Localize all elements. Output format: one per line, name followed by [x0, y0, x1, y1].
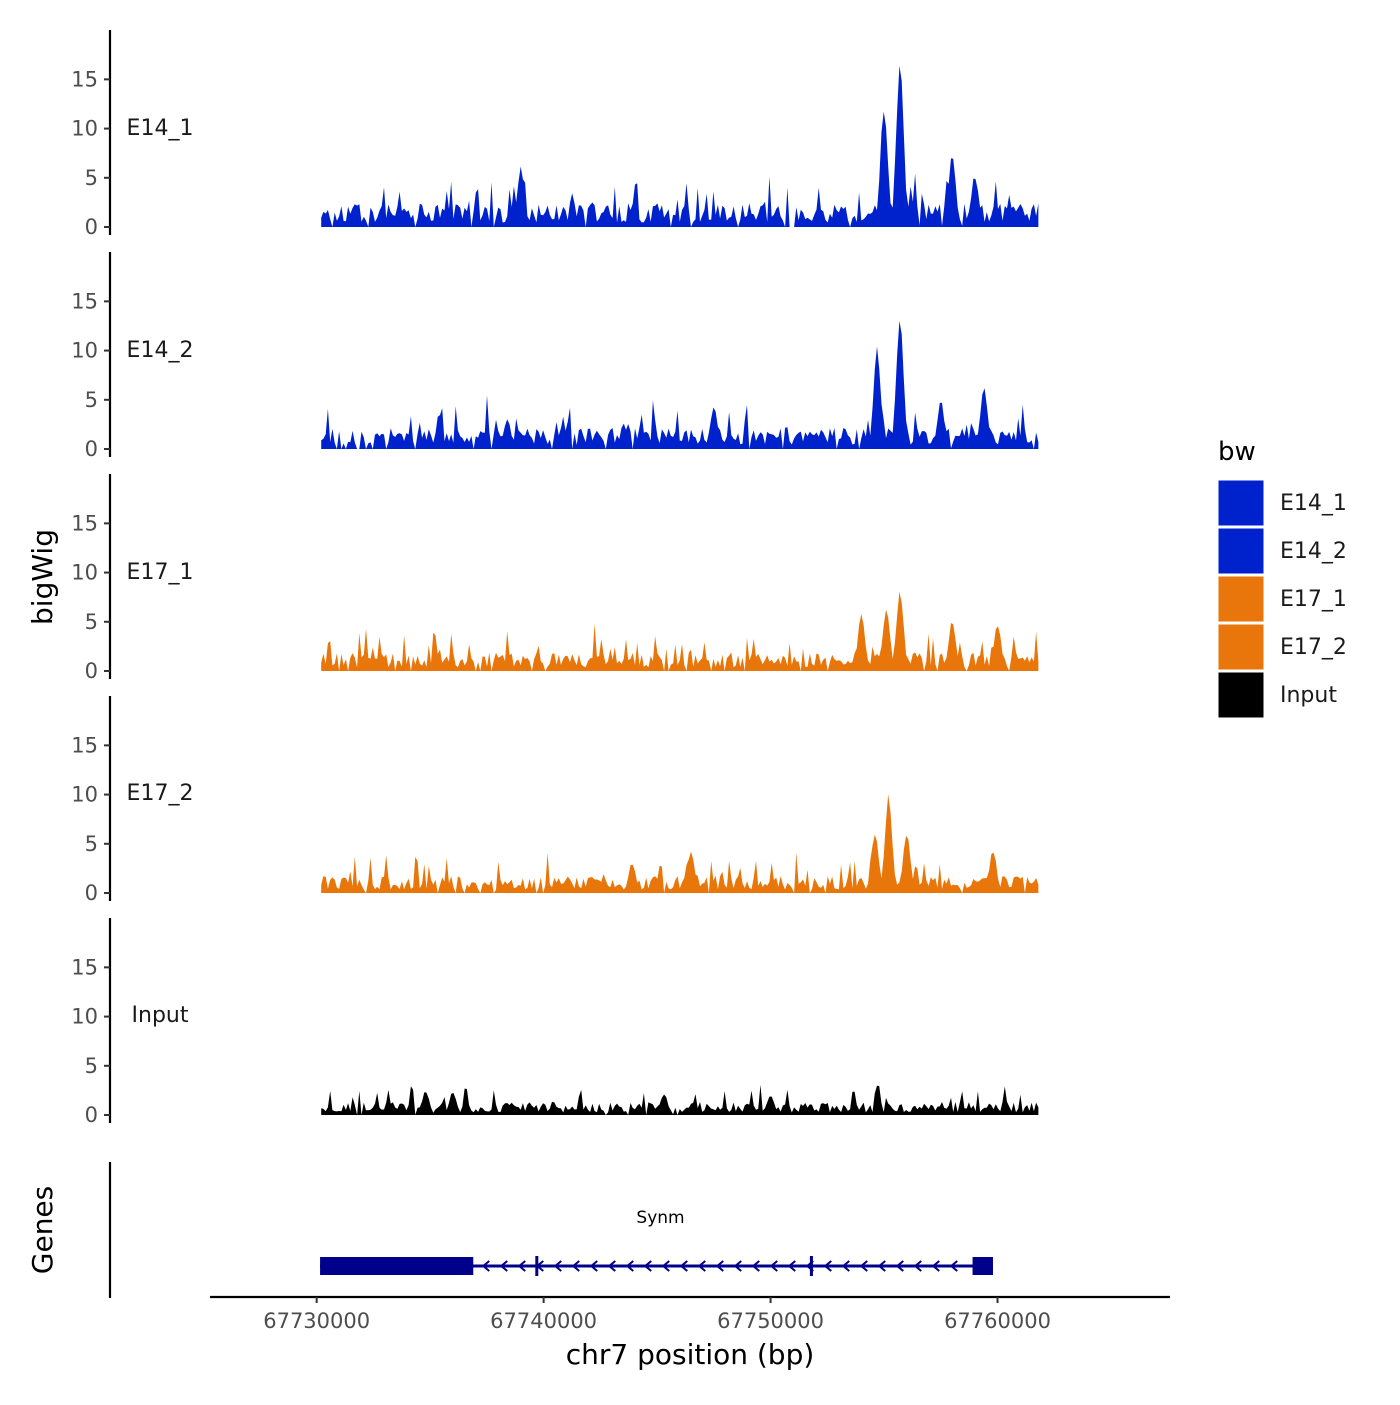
y-tick-label: 0 [85, 1103, 98, 1127]
gene-panel: Synm [108, 1162, 993, 1298]
x-tick-label: 67750000 [717, 1309, 824, 1333]
signal-area [321, 65, 1039, 227]
y-tick-label: 15 [71, 955, 98, 979]
y-tick-label: 5 [85, 1054, 98, 1078]
y-tick-label: 15 [71, 733, 98, 757]
legend-swatch [1217, 623, 1265, 671]
strand-arrow [787, 1260, 796, 1272]
strand-arrow [679, 1260, 688, 1272]
legend-label: Input [1280, 683, 1337, 708]
y-tick-label: 0 [85, 659, 98, 683]
legend-swatch [1217, 575, 1265, 623]
signal-area [321, 794, 1039, 893]
legend-label: E17_2 [1280, 635, 1347, 660]
strand-arrow [877, 1260, 886, 1272]
strand-arrow [715, 1260, 724, 1272]
y-tick-label: 0 [85, 437, 98, 461]
panel-e17-1: 0 5 10 15 E17_1 [71, 474, 1039, 683]
x-axis-title: chr7 position (bp) [566, 1338, 815, 1371]
y-axis-title: bigWig [26, 529, 59, 625]
y-tick-label: 5 [85, 832, 98, 856]
gene-label: Synm [636, 1208, 684, 1228]
legend-title: bw [1218, 437, 1256, 467]
strand-arrow [895, 1260, 904, 1272]
gene-synm: Synm [320, 1208, 993, 1276]
y-tick-label: 0 [85, 881, 98, 905]
y-tick-label: 15 [71, 67, 98, 91]
y-tick-label: 5 [85, 166, 98, 190]
y-tick-label: 10 [71, 1005, 98, 1029]
y-tick-label: 15 [71, 289, 98, 313]
legend-swatch [1217, 671, 1265, 719]
strand-arrow [499, 1260, 508, 1272]
panel-e14-1: 0 5 10 15 E14_1 [71, 30, 1039, 239]
x-tick-label: 67760000 [944, 1309, 1051, 1333]
panel-e17-2: 0 5 10 15 E17_2 [71, 696, 1039, 905]
y-tick-label: 5 [85, 610, 98, 634]
strand-arrow [589, 1260, 598, 1272]
y-tick-label: 10 [71, 117, 98, 141]
strand-arrow [841, 1260, 850, 1272]
genes-axis-title: Genes [26, 1186, 59, 1274]
strand-arrow [733, 1260, 742, 1272]
strand-arrow [823, 1260, 832, 1272]
panel-label: E14_1 [127, 116, 194, 141]
strand-arrow [931, 1260, 940, 1272]
strand-arrow [913, 1260, 922, 1272]
y-tick-label: 10 [71, 339, 98, 363]
strand-arrow [517, 1260, 526, 1272]
y-tick-label: 0 [85, 215, 98, 239]
strand-arrow [949, 1260, 958, 1272]
signal-area [321, 320, 1039, 449]
legend: bw E14_1 E14_2 E17_1 E17_2 Input [1217, 437, 1347, 719]
strand-arrow [607, 1260, 616, 1272]
strand-arrow [571, 1260, 580, 1272]
strand-arrow [625, 1260, 634, 1272]
strand-arrow [643, 1260, 652, 1272]
track-panels: 0 5 10 15 E14_1 0 5 10 15 E14_2 0 5 10 15 E17_1 0 5 10 15 E… [71, 30, 1039, 1127]
panel-label: E17_1 [127, 560, 194, 585]
signal-area [321, 591, 1039, 671]
y-tick-label: 10 [71, 783, 98, 807]
panel-label: E17_2 [127, 781, 194, 806]
x-tick-label: 67730000 [263, 1309, 370, 1333]
gene-exon [972, 1257, 993, 1275]
gene-exon [809, 1256, 813, 1276]
signal-area [321, 1084, 1039, 1115]
strand-arrow [661, 1260, 670, 1272]
y-tick-label: 10 [71, 561, 98, 585]
x-axis: 67730000 67740000 67750000 67760000 [210, 1295, 1170, 1333]
legend-label: E14_1 [1280, 491, 1347, 516]
panel-input: 0 5 10 15 Input [71, 918, 1039, 1127]
strand-arrow [859, 1260, 868, 1272]
x-tick-label: 67740000 [490, 1309, 597, 1333]
y-tick-label: 15 [71, 511, 98, 535]
panel-label: E14_2 [127, 338, 194, 363]
strand-arrow [751, 1260, 760, 1272]
strand-arrow [697, 1260, 706, 1272]
legend-label: E14_2 [1280, 539, 1347, 564]
legend-swatch [1217, 527, 1265, 575]
gene-exon [535, 1256, 539, 1276]
y-tick-label: 5 [85, 388, 98, 412]
strand-arrow [553, 1260, 562, 1272]
strand-arrow [769, 1260, 778, 1272]
strand-arrow [481, 1260, 490, 1272]
panel-label: Input [132, 1003, 189, 1028]
gene-exon [320, 1257, 474, 1275]
legend-swatch [1217, 479, 1265, 527]
panel-e14-2: 0 5 10 15 E14_2 [71, 252, 1039, 461]
legend-label: E17_1 [1280, 587, 1347, 612]
